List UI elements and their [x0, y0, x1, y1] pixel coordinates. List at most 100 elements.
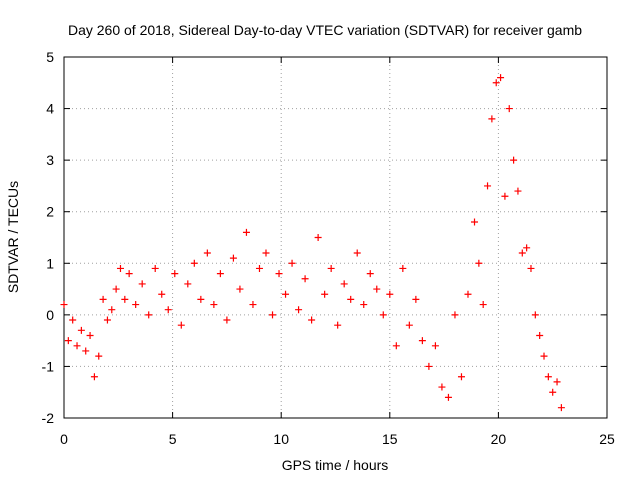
data-point	[444, 393, 452, 401]
data-point	[471, 218, 479, 226]
grid-lines	[64, 57, 607, 418]
data-point	[501, 192, 509, 200]
data-point	[475, 259, 483, 267]
data-point	[288, 259, 296, 267]
y-tick-label: 0	[46, 307, 54, 323]
data-point	[64, 337, 72, 345]
data-point	[116, 264, 124, 272]
data-point	[418, 337, 426, 345]
data-point	[366, 270, 374, 278]
data-point	[275, 270, 283, 278]
x-tick-label: 0	[60, 431, 68, 447]
data-point	[438, 383, 446, 391]
data-point	[412, 295, 420, 303]
data-point	[399, 264, 407, 272]
data-point	[484, 182, 492, 190]
data-point	[392, 342, 400, 350]
data-point	[431, 342, 439, 350]
data-point	[262, 249, 270, 257]
data-point	[505, 105, 513, 113]
x-tick-labels: 0 5 10 15 20 25	[60, 431, 615, 447]
data-point	[236, 285, 244, 293]
axis-ticks	[63, 56, 608, 419]
plot-frame	[63, 56, 608, 419]
x-axis-label: GPS time / hours	[282, 457, 389, 473]
data-point	[132, 301, 140, 309]
x-tick-label: 5	[169, 431, 177, 447]
data-point	[301, 275, 309, 283]
y-tick-label: 1	[46, 255, 54, 271]
y-tick-label: 5	[46, 49, 54, 65]
data-point	[138, 280, 146, 288]
data-point	[223, 316, 231, 324]
data-point	[510, 156, 518, 164]
y-axis-label: SDTVAR / TECUs	[5, 181, 21, 293]
data-point	[479, 301, 487, 309]
y-tick-label: 3	[46, 152, 54, 168]
data-point	[95, 352, 103, 360]
data-point	[86, 331, 94, 339]
data-point	[451, 311, 459, 319]
data-point	[69, 316, 77, 324]
data-point	[171, 270, 179, 278]
data-point	[60, 301, 68, 309]
data-point	[197, 295, 205, 303]
y-tick-labels: -2 -1 0 1 2 3 4 5	[42, 49, 55, 426]
data-point	[242, 228, 250, 236]
data-point	[425, 362, 433, 370]
data-point	[518, 249, 526, 257]
data-point	[103, 316, 111, 324]
data-point	[360, 301, 368, 309]
x-tick-label: 25	[599, 431, 615, 447]
x-tick-label: 15	[382, 431, 398, 447]
y-tick-label: 2	[46, 204, 54, 220]
data-point	[340, 280, 348, 288]
data-point	[145, 311, 153, 319]
data-point	[405, 321, 413, 329]
data-point	[321, 290, 329, 298]
data-point	[255, 264, 263, 272]
y-tick-label: -2	[42, 410, 55, 426]
data-point	[497, 74, 505, 82]
data-point	[514, 187, 522, 195]
data-point	[108, 306, 116, 314]
data-point	[249, 301, 257, 309]
data-point	[492, 79, 500, 87]
data-point	[314, 234, 322, 241]
data-point	[544, 373, 552, 381]
data-point	[295, 306, 303, 314]
data-point	[536, 331, 544, 339]
data-point	[531, 311, 539, 319]
data-point	[549, 388, 557, 396]
data-point	[203, 249, 211, 257]
data-point	[125, 270, 133, 278]
data-point	[121, 295, 129, 303]
data-point	[373, 285, 381, 293]
data-point	[184, 280, 192, 288]
data-point	[457, 373, 465, 381]
data-point	[327, 264, 335, 272]
x-tick-label: 10	[273, 431, 289, 447]
data-point	[99, 295, 107, 303]
data-point	[112, 285, 120, 293]
data-point	[77, 326, 85, 334]
data-point	[177, 321, 185, 329]
data-point	[82, 347, 90, 355]
data-point	[464, 290, 472, 298]
data-point	[347, 295, 355, 303]
data-point	[151, 264, 159, 272]
chart-title: Day 260 of 2018, Sidereal Day-to-day VTE…	[68, 22, 582, 38]
y-tick-label: -1	[42, 358, 55, 374]
data-point	[210, 301, 218, 309]
data-point	[282, 290, 290, 298]
data-point	[553, 378, 561, 386]
data-point	[164, 306, 172, 314]
data-point	[73, 342, 81, 350]
data-point	[386, 290, 394, 298]
x-tick-label: 20	[491, 431, 507, 447]
data-point	[269, 311, 277, 319]
data-points	[60, 74, 565, 412]
data-point	[229, 254, 237, 262]
data-point	[557, 404, 565, 412]
data-point	[540, 352, 548, 360]
